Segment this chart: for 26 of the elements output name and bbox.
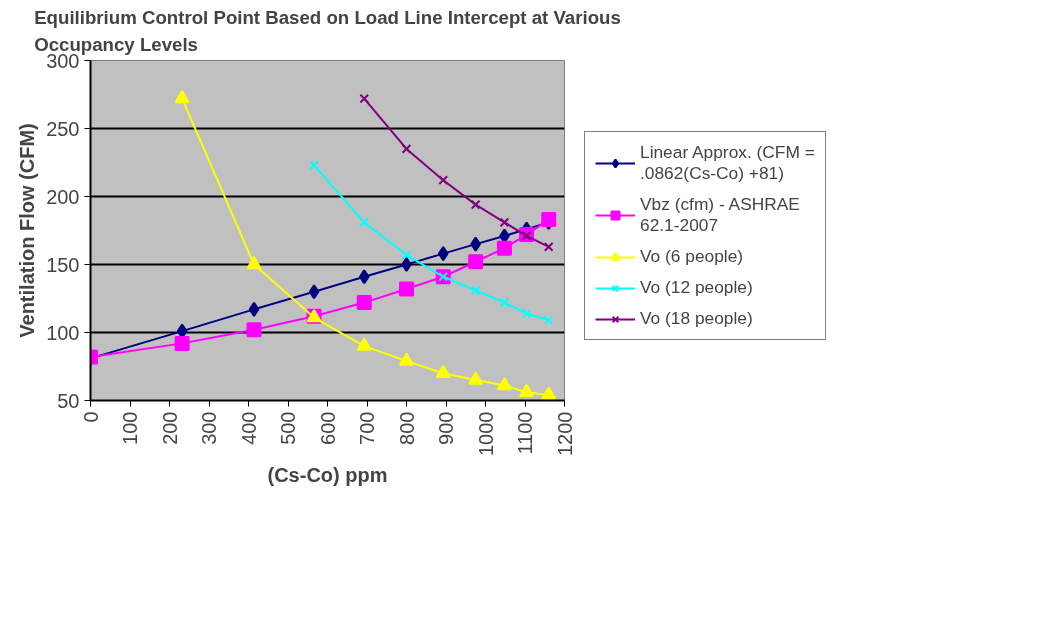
y-tick-label: 200 xyxy=(46,185,80,208)
x-tick-label: 100 xyxy=(119,411,141,445)
x-tick-label: 1200 xyxy=(553,411,576,456)
y-tick-label: 250 xyxy=(46,117,80,140)
x-tick-label: 500 xyxy=(277,411,299,445)
legend-label: Vo (12 people) xyxy=(640,277,753,298)
y-tick-label: 150 xyxy=(46,253,80,276)
y-tick-label: 100 xyxy=(46,321,80,344)
x-tick-label: 900 xyxy=(435,411,457,445)
legend-label: Vo (6 people) xyxy=(640,246,744,267)
x-tick-label: 0 xyxy=(79,411,102,423)
legend-label: Vbz (cfm) - ASHRAE 62.1-2007 xyxy=(640,194,800,236)
x-tick-label: 200 xyxy=(158,411,181,445)
x-tick-label: 400 xyxy=(237,411,260,445)
legend-label: Linear Approx. (CFM = .0862(Cs-Co) +81) xyxy=(640,142,815,184)
x-tick-label: 600 xyxy=(316,411,339,445)
y-axis-title: Ventilation Flow (CFM) xyxy=(16,123,39,338)
x-axis-title: (Cs-Co) ppm xyxy=(267,463,388,486)
y-tick-label: 50 xyxy=(57,389,80,412)
x-tick-label: 300 xyxy=(198,411,220,445)
x-tick-label: 1100 xyxy=(514,411,536,455)
x-tick-label: 1000 xyxy=(474,411,497,456)
x-tick-label: 800 xyxy=(395,411,418,445)
legend-label: Vo (18 people) xyxy=(640,308,753,329)
chart-title: Equilibrium Control Point Based on Load Line Intercept at Various Occupancy Levels xyxy=(34,7,621,56)
x-tick-label: 700 xyxy=(356,411,378,445)
